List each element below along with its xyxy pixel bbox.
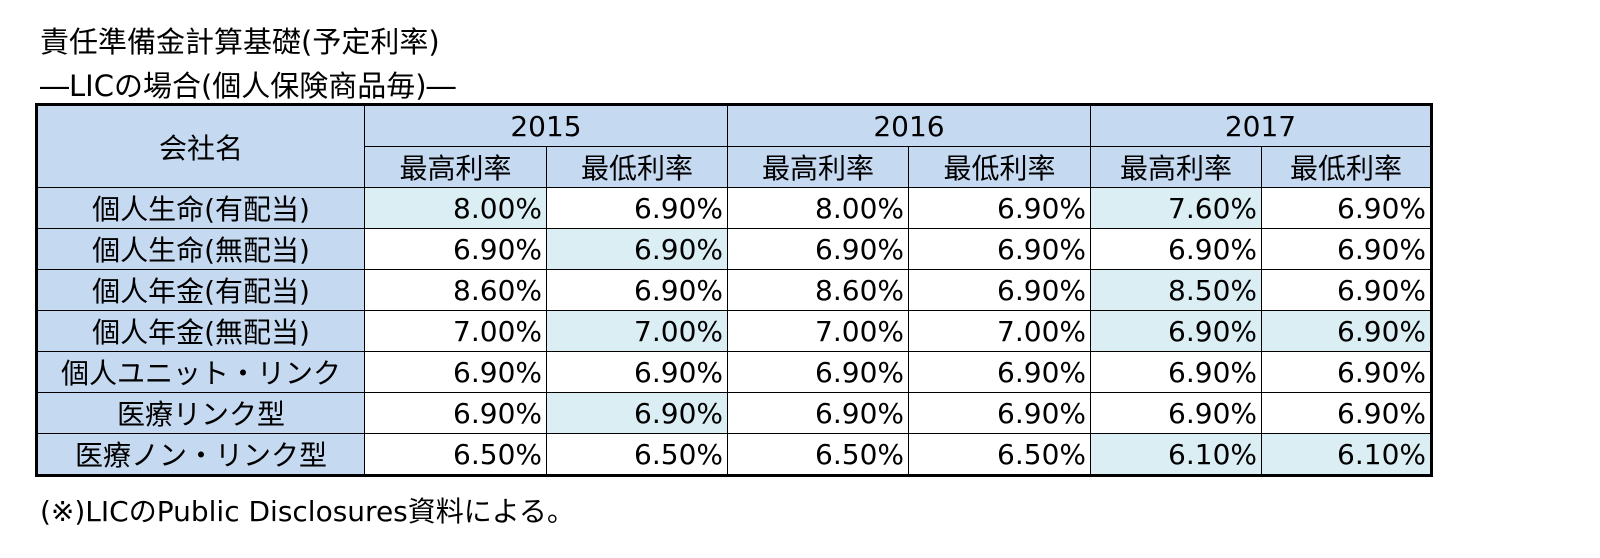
year-header: 2017 [1090,104,1432,147]
sub-header: 最高利率 [727,146,909,188]
rate-cell: 6.90% [727,228,909,270]
sub-header: 最低利率 [908,146,1091,188]
data-row: 個人年金(無配当) 7.00% 7.00% 7.00% 7.00% 6.90% 6.90% [36,310,1432,352]
year-header: 2015 [364,104,728,147]
rate-cell: 6.90% [1261,228,1432,270]
row-label: 個人生命(無配当) [36,228,365,270]
row-label: 医療リンク型 [36,392,365,434]
footnote: (※)LICのPublic Disclosures資料による。 [40,495,575,528]
rate-cell: 6.90% [1261,392,1432,434]
data-row: 個人年金(有配当) 8.60% 6.90% 8.60% 6.90% 8.50% 6.90% [36,269,1432,311]
rate-cell: 6.50% [727,433,909,476]
rate-cell: 6.90% [1261,351,1432,393]
rate-cell: 6.90% [546,351,728,393]
data-row: 個人ユニット・リンク 6.90% 6.90% 6.90% 6.90% 6.90% 6.90% [36,351,1432,393]
rate-cell: 6.90% [908,269,1091,311]
rate-cell: 6.90% [546,269,728,311]
data-row: 個人生命(無配当) 6.90% 6.90% 6.90% 6.90% 6.90% 6.90% [36,228,1432,270]
sub-header: 最高利率 [1090,146,1262,188]
rate-cell: 6.90% [1261,310,1432,352]
sub-header: 最低利率 [1261,146,1432,188]
row-label: 個人ユニット・リンク [36,351,365,393]
rate-cell: 6.90% [908,187,1091,229]
subtitle: ―LICの場合(個人保険商品毎)― [40,69,456,103]
row-label: 医療ノン・リンク型 [36,433,365,476]
rate-cell: 6.90% [908,228,1091,270]
rate-cell: 7.00% [727,310,909,352]
rate-cell: 6.90% [1090,351,1262,393]
rate-cell: 7.60% [1090,187,1262,229]
rate-cell: 6.90% [546,187,728,229]
rate-cell: 8.60% [364,269,547,311]
rate-cell: 6.50% [908,433,1091,476]
rate-cell: 7.00% [908,310,1091,352]
rate-cell: 6.90% [908,392,1091,434]
rate-cell: 6.90% [1261,187,1432,229]
data-row: 医療リンク型 6.90% 6.90% 6.90% 6.90% 6.90% 6.90% [36,392,1432,434]
header-row: 会社名 2015 2016 2017 [36,104,1432,188]
title: 責任準備金計算基礎(予定利率) [40,25,440,59]
rate-cell: 6.90% [1090,310,1262,352]
rate-cell: 6.10% [1261,433,1432,476]
rate-cell: 7.00% [546,310,728,352]
rate-cell: 8.00% [364,187,547,229]
column-header: 会社名 [36,104,365,188]
rate-cell: 6.90% [1261,269,1432,311]
rate-cell: 6.10% [1090,433,1262,476]
rate-cell: 8.00% [727,187,909,229]
rate-cell: 8.50% [1090,269,1262,311]
rate-cell: 6.90% [727,392,909,434]
row-label: 個人年金(有配当) [36,269,365,311]
row-label: 個人年金(無配当) [36,310,365,352]
data-row: 個人生命(有配当) 8.00% 6.90% 8.00% 6.90% 7.60% 6.90% [36,187,1432,229]
rate-cell: 6.90% [1090,228,1262,270]
rate-cell: 8.60% [727,269,909,311]
row-label: 個人生命(有配当) [36,187,365,229]
header-row: 最高利率 最低利率 最高利率 最低利率 最高利率 最低利率 [37,146,1432,188]
data-row: 医療ノン・リンク型 6.50% 6.50% 6.50% 6.50% 6.10% 6.10% [36,433,1432,476]
rate-cell: 6.90% [364,392,547,434]
rate-cell: 6.90% [364,351,547,393]
year-header: 2016 [727,104,1091,147]
rate-table: 会社名 2015 2016 2017 最高利率 最低利率 最高利率 最低利率 最高利率 最低利率個… [35,103,1433,477]
sub-header: 最低利率 [546,146,728,188]
rate-cell: 6.90% [546,228,728,270]
rate-cell: 6.90% [727,351,909,393]
rate-cell: 7.00% [364,310,547,352]
rate-cell: 6.50% [546,433,728,476]
rate-cell: 6.50% [364,433,547,476]
rate-cell: 6.90% [908,351,1091,393]
rate-cell: 6.90% [1090,392,1262,434]
rate-cell: 6.90% [364,228,547,270]
rate-cell: 6.90% [546,392,728,434]
sub-header: 最高利率 [364,146,547,188]
